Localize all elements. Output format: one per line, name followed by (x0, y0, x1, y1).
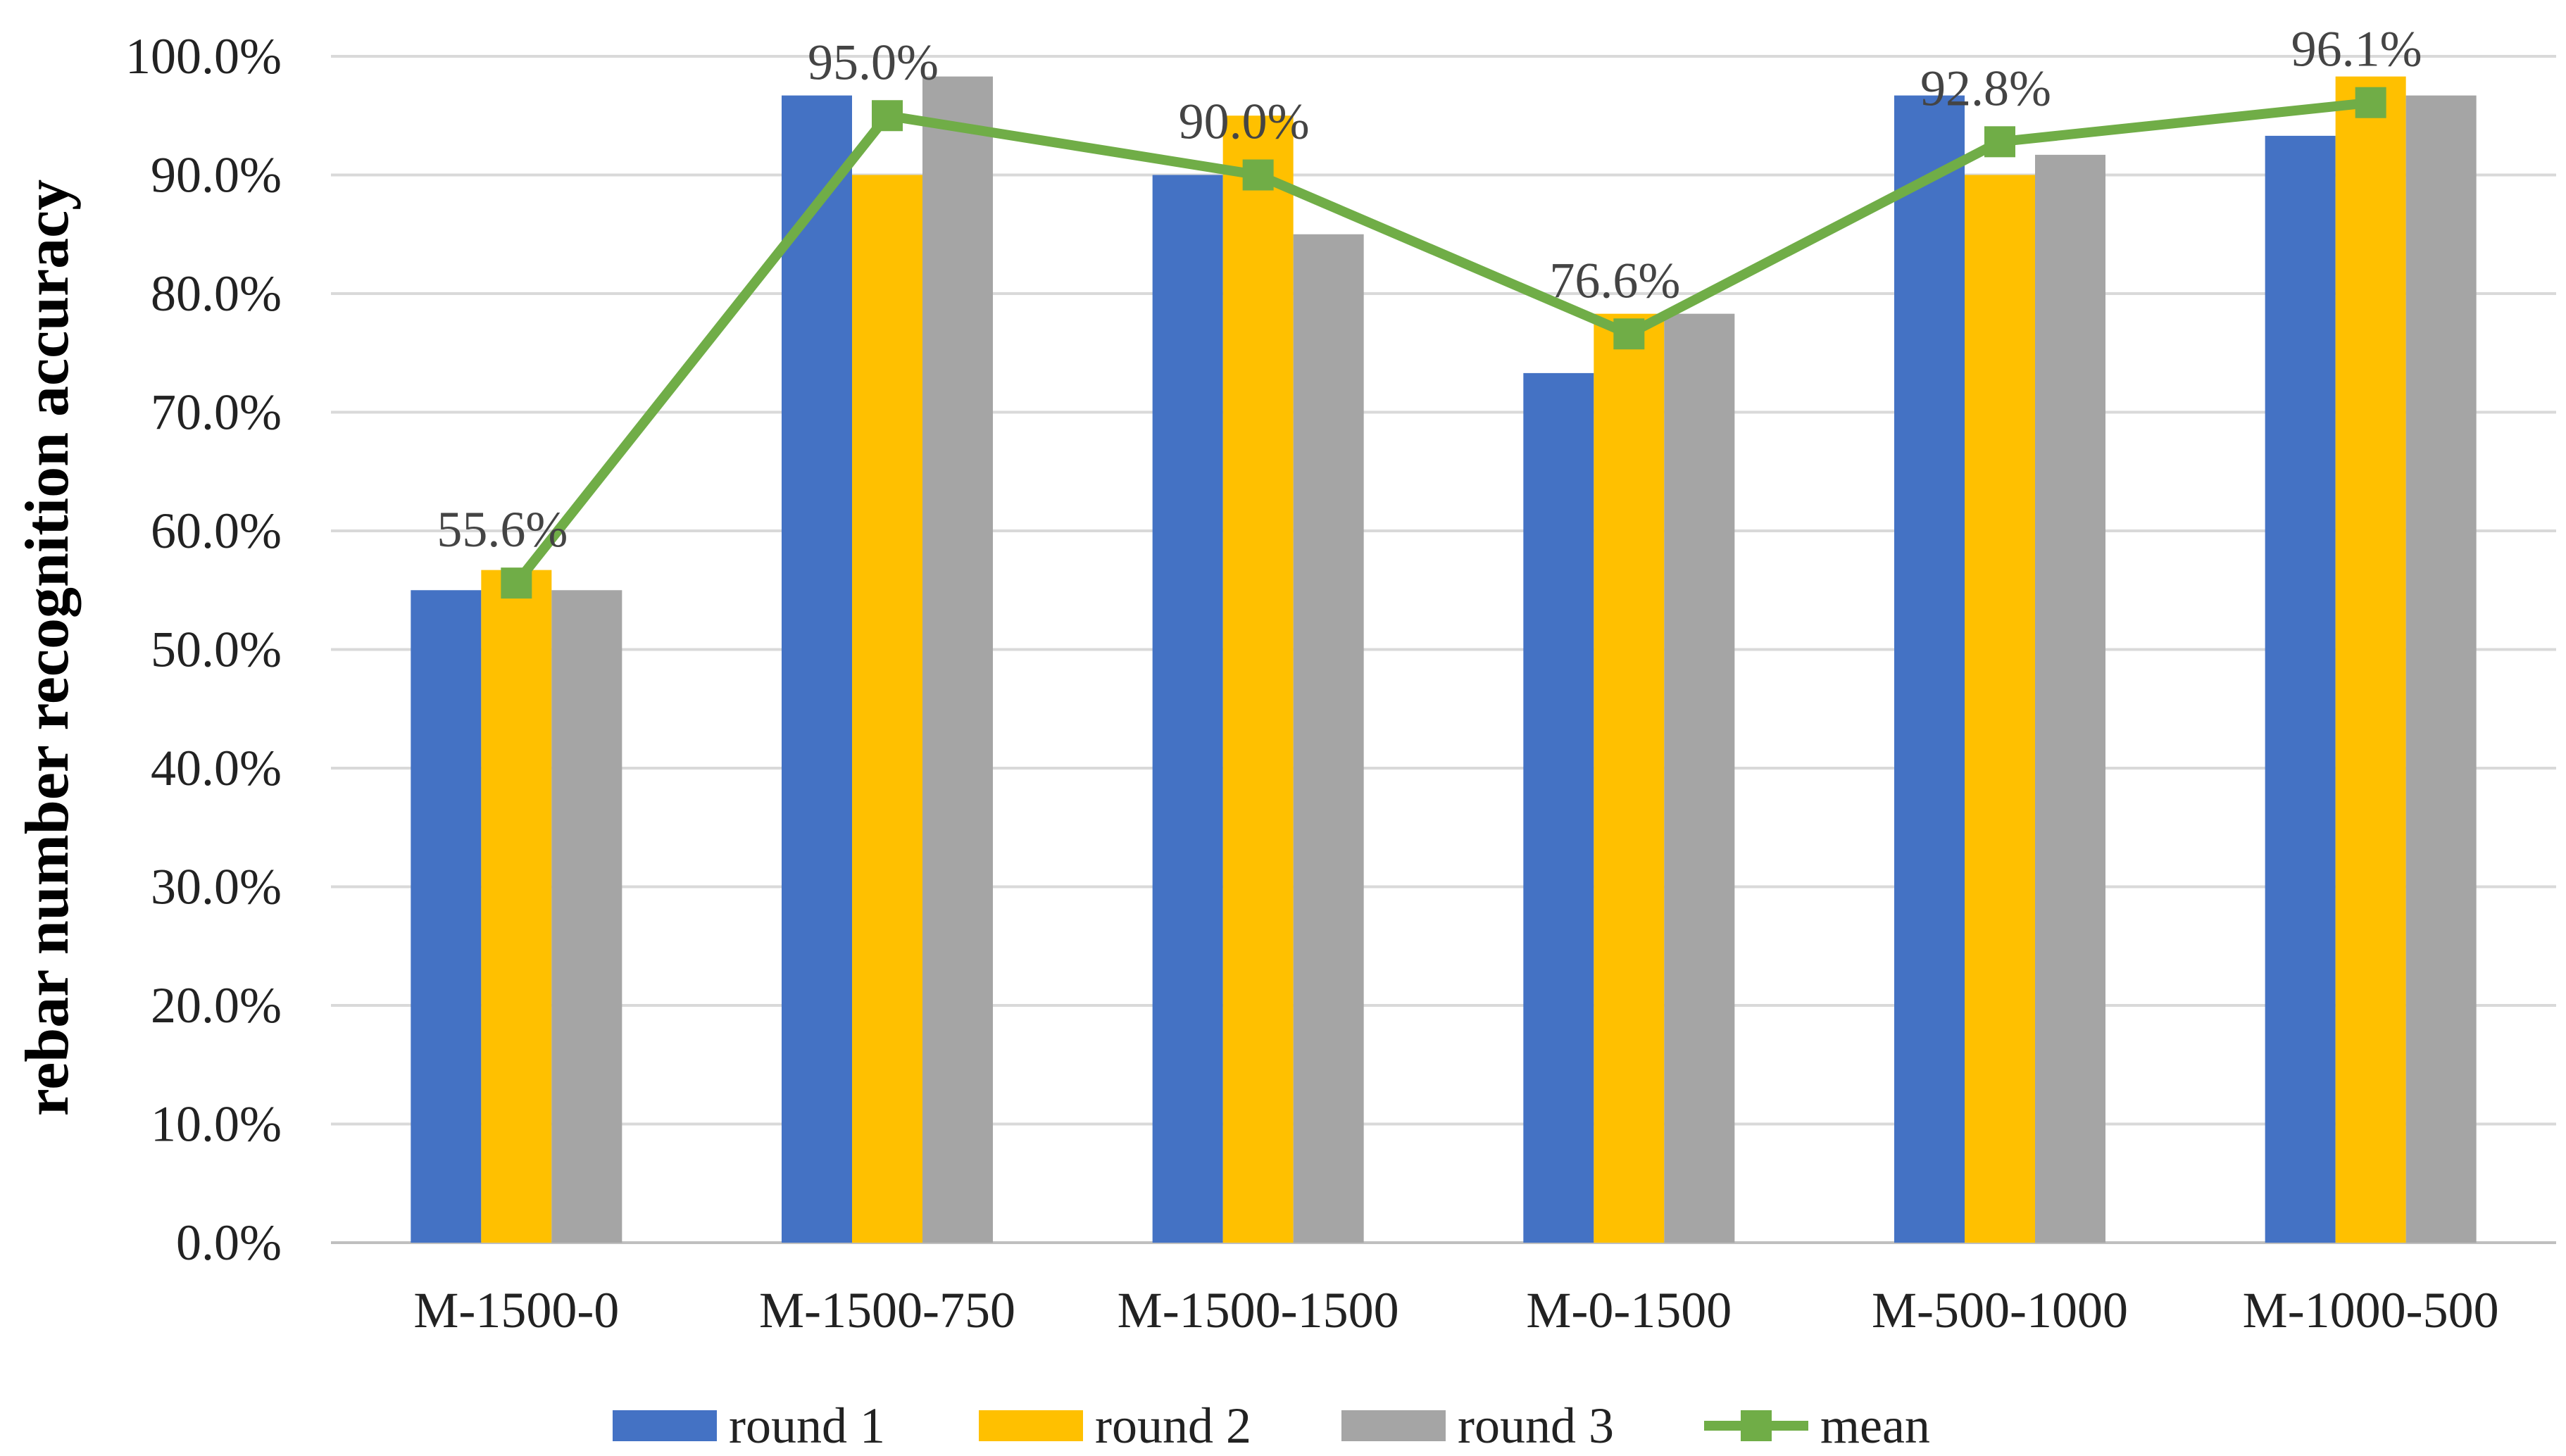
y-tick-label: 70.0% (151, 384, 282, 441)
legend-swatch (1341, 1410, 1446, 1441)
bar-round-2-M-1500-1500 (1222, 115, 1294, 1243)
y-tick-label: 100.0% (125, 28, 282, 84)
legend-item-mean: mean (1704, 1398, 1930, 1454)
mean-data-label: 76.6% (1549, 252, 1680, 308)
legend-item-round-2: round 2 (979, 1398, 1251, 1454)
y-tick-label: 50.0% (151, 622, 282, 678)
bar-round-3-M-1500-1500 (1293, 234, 1364, 1243)
mean-marker-M-1500-1500 (1242, 159, 1274, 191)
y-tick-label: 90.0% (151, 147, 282, 203)
mean-marker-M-1500-750 (872, 100, 903, 132)
mean-data-label: 96.1% (2291, 21, 2422, 77)
mean-line (511, 97, 2376, 589)
legend-label: round 2 (1095, 1398, 1251, 1454)
bar-round-2-M-1500-750 (852, 175, 922, 1243)
x-tick-label: M-1500-1500 (1118, 1282, 1399, 1338)
mean-data-label: 95.0% (808, 34, 939, 90)
mean-marker-M-0-1500 (1613, 318, 1645, 350)
bar-round-3-M-0-1500 (1664, 313, 1735, 1243)
mean-line-layer (501, 87, 2386, 599)
legend-label: mean (1820, 1398, 1930, 1454)
y-axis-title: rebar number recognition accuracy (13, 180, 82, 1116)
y-tick-label: 40.0% (151, 740, 282, 796)
bar-round-2-M-500-1000 (1965, 175, 2035, 1243)
legend-swatch (979, 1410, 1083, 1441)
x-tick-label: M-1500-750 (759, 1282, 1015, 1338)
legend-label: round 1 (729, 1398, 885, 1454)
y-tick-label: 80.0% (151, 265, 282, 322)
bar-round-3-M-1500-750 (922, 76, 993, 1243)
y-tick-label: 0.0% (176, 1215, 282, 1271)
mean-marker-M-1500-0 (501, 567, 532, 599)
x-tick-label: M-1500-0 (413, 1282, 619, 1338)
legend-marker (1741, 1410, 1772, 1441)
legend-label: round 3 (1458, 1398, 1614, 1454)
bar-round-3-M-1500-0 (551, 590, 622, 1243)
x-tick-label: M-0-1500 (1526, 1282, 1732, 1338)
bar-round-1-M-1500-1500 (1152, 175, 1223, 1243)
bar-round-2-M-0-1500 (1594, 313, 1665, 1243)
mean-data-label: 55.6% (437, 501, 568, 558)
mean-data-label: 92.8% (1920, 60, 2051, 116)
bar-round-3-M-1000-500 (2405, 95, 2477, 1243)
y-tick-label: 20.0% (151, 977, 282, 1034)
bar-round-1-M-0-1500 (1523, 372, 1594, 1243)
label-layer: 55.6% 95.0% 90.0% 76.6% 92.8% 96.1% (437, 21, 2422, 558)
bar-round-1-M-1500-0 (411, 590, 482, 1243)
bar-round-1-M-1000-500 (2265, 135, 2336, 1243)
axis-layer: 0.0% 10.0% 20.0% 30.0% 40.0% 50.0% 60.0% 70.0% 8… (125, 28, 2499, 1338)
x-tick-label: M-500-1000 (1872, 1282, 2128, 1338)
bar-round-1-M-500-1000 (1894, 95, 1965, 1243)
legend: round 1 round 2 round 3 mean (613, 1398, 1930, 1454)
grid-layer (331, 55, 2556, 1244)
mean-marker-M-500-1000 (1984, 126, 2015, 158)
bar-layer (411, 76, 2477, 1243)
bar-round-1-M-1500-750 (782, 95, 852, 1243)
bar-round-2-M-1500-0 (481, 570, 552, 1243)
legend-item-round-3: round 3 (1341, 1398, 1614, 1454)
y-tick-label: 30.0% (151, 859, 282, 915)
bar-round-3-M-500-1000 (2035, 154, 2105, 1243)
legend-swatch (613, 1410, 717, 1441)
y-tick-label: 10.0% (151, 1096, 282, 1153)
mean-marker-M-1000-500 (2355, 87, 2386, 118)
mean-data-label: 90.0% (1179, 94, 1310, 150)
legend-item-round-1: round 1 (613, 1398, 885, 1454)
y-tick-label: 60.0% (151, 503, 282, 559)
bar-round-2-M-1000-500 (2335, 76, 2406, 1243)
x-tick-label: M-1000-500 (2243, 1282, 2499, 1338)
